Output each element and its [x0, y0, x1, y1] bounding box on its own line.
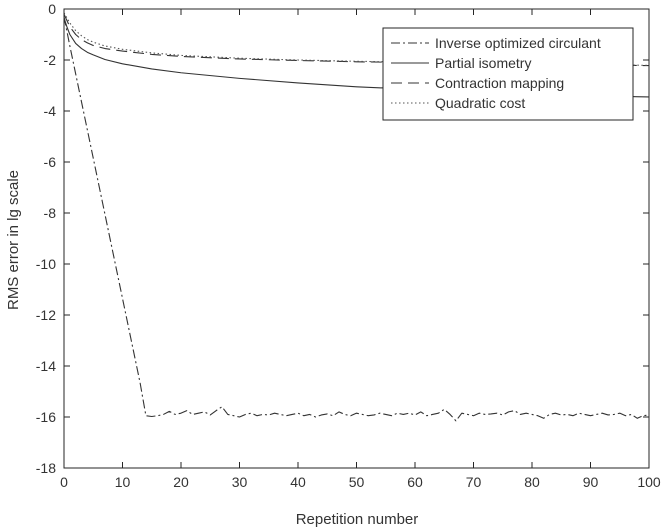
- legend: Inverse optimized circulant Partial isome…: [382, 27, 634, 121]
- x-axis-label: Repetition number: [296, 511, 419, 528]
- x-tick-label: 0: [60, 474, 68, 490]
- y-axis-label: RMS error in lg scale: [5, 170, 22, 310]
- legend-label: Inverse optimized circulant: [435, 35, 601, 51]
- legend-box: [382, 27, 634, 121]
- y-tick-label: -4: [44, 103, 57, 119]
- x-tick-label: 40: [290, 474, 306, 490]
- y-tick-label: 0: [48, 1, 56, 17]
- legend-label: Quadratic cost: [435, 95, 525, 111]
- x-tick-label: 20: [173, 474, 189, 490]
- y-tick-label: -12: [36, 307, 56, 323]
- y-tick-label: -10: [36, 256, 56, 272]
- legend-label: Partial isometry: [435, 55, 531, 71]
- y-tick-label: -16: [36, 409, 56, 425]
- y-tick-label: -8: [44, 205, 57, 221]
- x-tick-label: 100: [637, 474, 661, 490]
- y-tick-label: -2: [44, 52, 57, 68]
- x-tick-label: 30: [232, 474, 248, 490]
- x-tick-label: 80: [524, 474, 540, 490]
- x-tick-label: 50: [349, 474, 365, 490]
- y-tick-label: -18: [36, 460, 56, 476]
- x-tick-label: 10: [115, 474, 131, 490]
- series-line-inverse-optimized-circulant: [63, 16, 650, 422]
- legend-label: Contraction mapping: [435, 75, 564, 91]
- y-tick-label: -14: [36, 358, 56, 374]
- x-tick-label: 60: [407, 474, 423, 490]
- x-tick-label: 90: [583, 474, 599, 490]
- y-axis-ticks: 0 -2 -4 -6 -8 -10 -12 -14 -16 -18: [36, 1, 649, 476]
- x-axis-ticks: 0 10 20 30 40 50 60 70 80 90 100: [60, 9, 661, 490]
- x-tick-label: 70: [466, 474, 482, 490]
- y-tick-label: -6: [44, 154, 57, 170]
